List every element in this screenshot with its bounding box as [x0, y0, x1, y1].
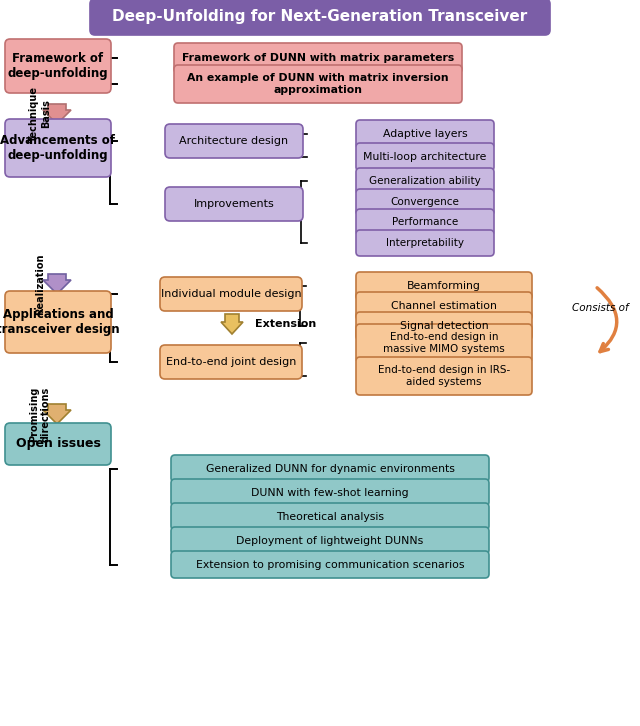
FancyBboxPatch shape [5, 423, 111, 465]
FancyBboxPatch shape [356, 357, 532, 395]
Text: Consists of: Consists of [572, 303, 628, 313]
Text: Section V: Section V [26, 426, 88, 439]
Text: Extension: Extension [255, 319, 316, 329]
Text: Extension to promising communication scenarios: Extension to promising communication sce… [196, 560, 464, 569]
Polygon shape [221, 314, 243, 334]
Text: Advancements of
deep-unfolding: Advancements of deep-unfolding [1, 134, 115, 162]
Text: Improvements: Improvements [194, 199, 275, 209]
FancyBboxPatch shape [160, 345, 302, 379]
FancyBboxPatch shape [356, 324, 532, 362]
FancyBboxPatch shape [174, 43, 462, 73]
Text: End-to-end design in IRS-
aided systems: End-to-end design in IRS- aided systems [378, 365, 510, 387]
Text: Section II: Section II [26, 47, 88, 60]
Text: Deployment of lightweight DUNNs: Deployment of lightweight DUNNs [236, 536, 424, 545]
Polygon shape [43, 274, 71, 294]
FancyBboxPatch shape [171, 527, 489, 554]
FancyBboxPatch shape [356, 312, 532, 340]
FancyBboxPatch shape [356, 292, 532, 320]
Text: Generalized DUNN for dynamic environments: Generalized DUNN for dynamic environment… [205, 463, 454, 473]
Text: Applications and
transceiver design: Applications and transceiver design [0, 308, 120, 336]
Text: An example of DUNN with matrix inversion
approximation: An example of DUNN with matrix inversion… [187, 73, 449, 95]
Polygon shape [43, 404, 71, 424]
FancyArrowPatch shape [597, 287, 617, 351]
FancyBboxPatch shape [5, 119, 111, 177]
Text: End-to-end design in
massive MIMO systems: End-to-end design in massive MIMO system… [383, 333, 505, 354]
FancyBboxPatch shape [171, 455, 489, 482]
FancyBboxPatch shape [171, 503, 489, 530]
Text: Generalization ability: Generalization ability [369, 176, 481, 186]
Text: Promising
directions: Promising directions [29, 386, 51, 441]
Text: Framework of
deep-unfolding: Framework of deep-unfolding [8, 52, 108, 80]
Text: Architecture design: Architecture design [179, 136, 289, 146]
Text: Multi-loop architecture: Multi-loop architecture [364, 152, 486, 162]
FancyBboxPatch shape [356, 143, 494, 171]
Text: Realization: Realization [35, 253, 45, 315]
FancyBboxPatch shape [165, 187, 303, 221]
FancyBboxPatch shape [90, 0, 550, 35]
FancyBboxPatch shape [5, 291, 111, 353]
FancyBboxPatch shape [174, 65, 462, 103]
Text: Section III: Section III [24, 126, 90, 139]
Text: Individual module design: Individual module design [161, 289, 301, 299]
Text: Deep-Unfolding for Next-Generation Transceiver: Deep-Unfolding for Next-Generation Trans… [113, 9, 527, 25]
FancyBboxPatch shape [356, 272, 532, 300]
FancyBboxPatch shape [356, 168, 494, 194]
Text: Interpretability: Interpretability [386, 238, 464, 248]
Text: Section IV: Section IV [24, 296, 91, 309]
Text: Adaptive layers: Adaptive layers [383, 129, 467, 139]
FancyBboxPatch shape [356, 230, 494, 256]
Text: Convergence: Convergence [390, 197, 460, 207]
FancyBboxPatch shape [171, 479, 489, 506]
Text: DUNN with few-shot learning: DUNN with few-shot learning [251, 487, 409, 497]
FancyBboxPatch shape [356, 189, 494, 215]
FancyBboxPatch shape [171, 551, 489, 578]
FancyBboxPatch shape [5, 39, 111, 93]
Text: Beamforming: Beamforming [407, 281, 481, 291]
Text: Theoretical analysis: Theoretical analysis [276, 512, 384, 521]
Polygon shape [43, 104, 71, 124]
FancyBboxPatch shape [356, 120, 494, 148]
Text: Performance: Performance [392, 217, 458, 227]
FancyBboxPatch shape [165, 124, 303, 158]
Text: End-to-end joint design: End-to-end joint design [166, 357, 296, 367]
Text: Technique
Basis: Technique Basis [29, 86, 51, 142]
Text: Channel estimation: Channel estimation [391, 301, 497, 311]
Text: Framework of DUNN with matrix parameters: Framework of DUNN with matrix parameters [182, 53, 454, 63]
Text: Open issues: Open issues [15, 438, 100, 451]
FancyBboxPatch shape [160, 277, 302, 311]
FancyBboxPatch shape [356, 209, 494, 235]
Text: Signal detection: Signal detection [400, 321, 488, 331]
